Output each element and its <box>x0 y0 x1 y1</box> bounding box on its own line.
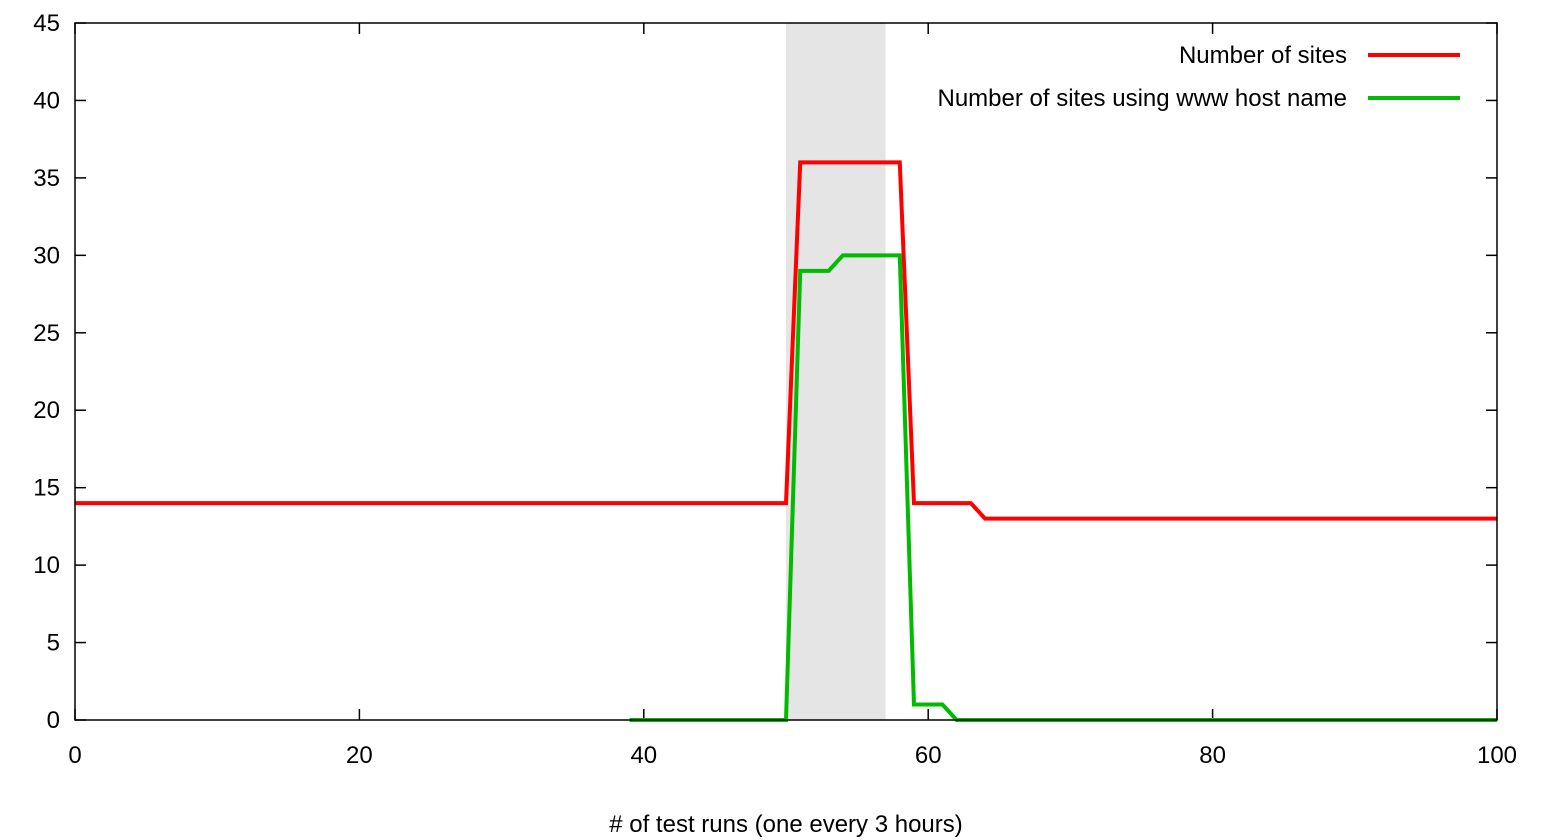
y-tick-label: 25 <box>33 320 60 347</box>
highlight-band <box>786 23 886 720</box>
y-tick-label: 20 <box>33 397 60 424</box>
x-axis-title: # of test runs (one every 3 hours) <box>609 811 963 838</box>
series-line-2 <box>629 253 1497 722</box>
x-tick-label: 100 <box>1477 742 1517 769</box>
series-line-1 <box>75 160 1497 521</box>
y-tick-label: 30 <box>33 242 60 269</box>
plot-frame <box>74 22 1498 721</box>
x-tick-label: 20 <box>346 742 373 769</box>
y-tick-label: 0 <box>47 707 60 734</box>
tick-labels: 0 20 40 60 80 100 0 5 10 15 20 25 30 35 40 45 <box>33 10 1517 769</box>
y-tick-label: 15 <box>33 475 60 502</box>
legend-label: Number of sites <box>1179 42 1347 69</box>
y-tick-label: 5 <box>47 630 60 657</box>
legend: Number of sites Number of sites using www… <box>938 42 1460 112</box>
x-tick-label: 60 <box>915 742 942 769</box>
x-tick-label: 0 <box>68 742 81 769</box>
y-tick-label: 35 <box>33 165 60 192</box>
x-tick-label: 80 <box>1199 742 1226 769</box>
y-tick-label: 10 <box>33 552 60 579</box>
x-tick-label: 40 <box>630 742 657 769</box>
legend-label: Number of sites using www host name <box>938 85 1348 112</box>
y-tick-label: 40 <box>33 87 60 114</box>
y-tick-label: 45 <box>33 10 60 37</box>
highlight-band-layer <box>786 23 886 720</box>
